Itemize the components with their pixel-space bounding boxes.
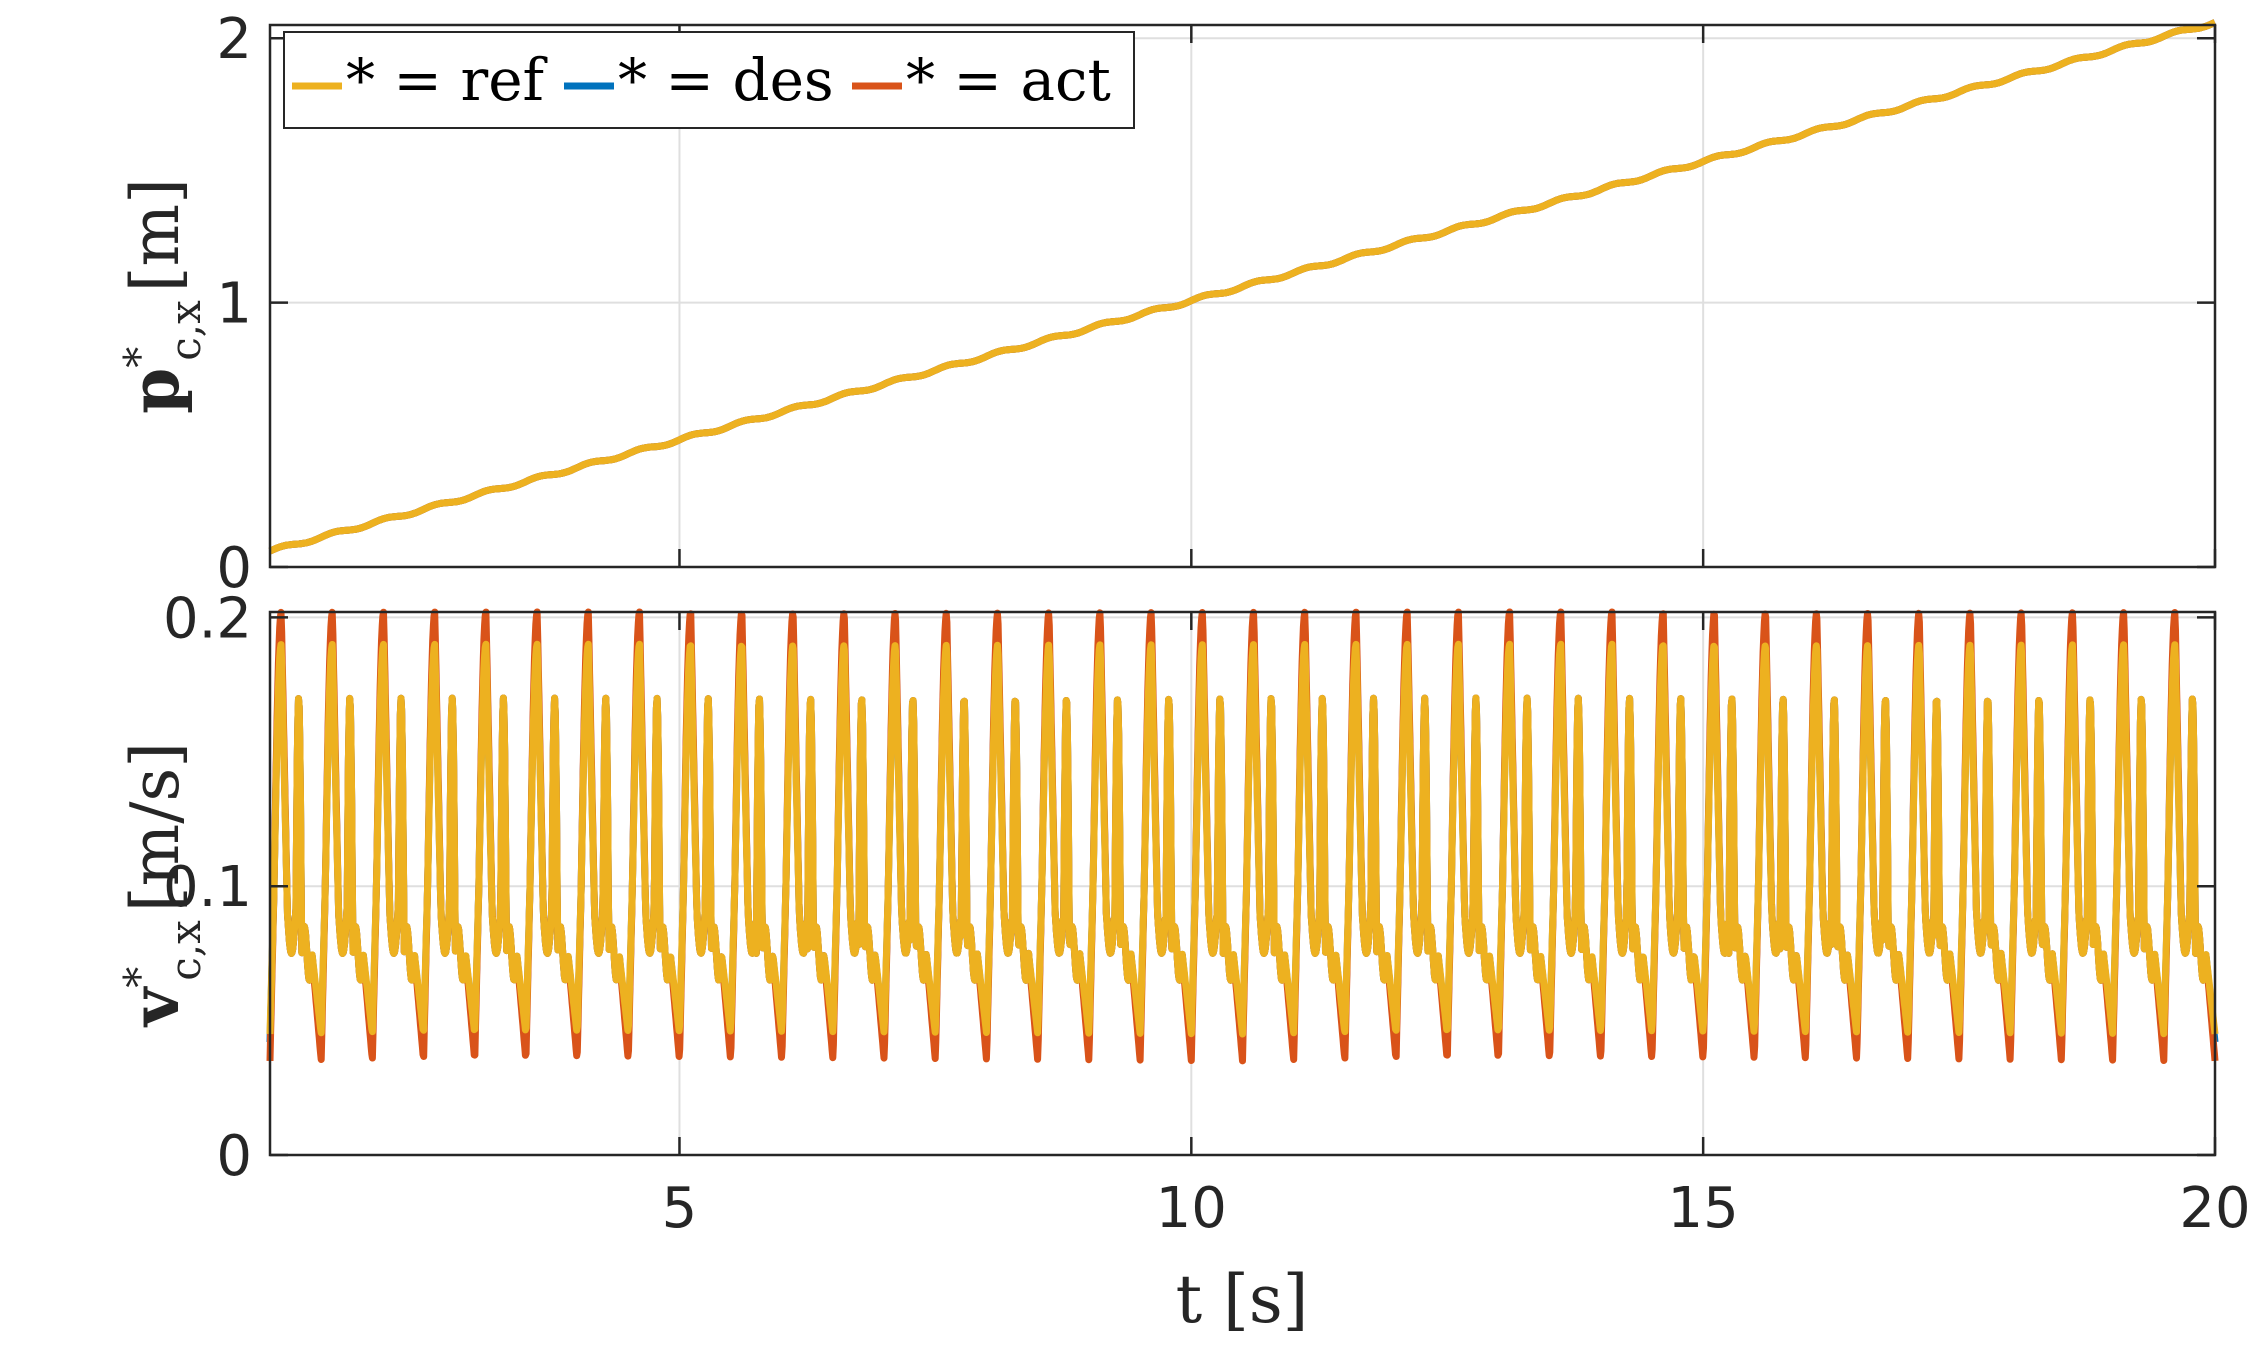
bottom-series — [266, 608, 2219, 1065]
bottom-ylabel: v*c,x [m/s] — [115, 742, 210, 1028]
top-y-tick-label: 1 — [216, 272, 252, 337]
top-y-tick-label: 2 — [216, 7, 252, 72]
legend-item-ref: * = ref — [292, 46, 548, 114]
svg-text:p*c,x[m]: p*c,x [m] — [115, 178, 210, 414]
bottom-ylabel-sup: * — [115, 967, 164, 988]
top-y-tick-label: 0 — [216, 536, 252, 601]
bottom-xlabel: t [s] — [1176, 1261, 1309, 1338]
top-series — [268, 19, 2217, 555]
bottom-ylabel-unit: [m/s] — [117, 742, 194, 912]
top-series-line-ref — [268, 19, 2217, 555]
top-ylabel-sub: c,x — [161, 300, 210, 361]
top-ylabel-main: p — [116, 368, 194, 414]
legend-box — [283, 31, 1135, 129]
x-tick-label: 10 — [1156, 1176, 1227, 1241]
x-tick-label: 20 — [2179, 1176, 2250, 1241]
legend: * = ref * = des * = act — [283, 31, 1135, 129]
bottom-axes-box — [268, 610, 2217, 1157]
top-ylabel-sup: * — [115, 347, 164, 368]
top-axes: 0 1 2 p*c,x [m] * = ref * = des * = act — [115, 7, 2217, 601]
bottom-ylabel-sub: c,x — [161, 920, 210, 981]
bottom-ticks: 5 10 15 20 0 0.1 0.2 — [163, 586, 2251, 1241]
legend-label-act: * = act — [906, 46, 1111, 114]
legend-label-des: * = des — [618, 46, 834, 114]
svg-text:v*c,x[m/s]: v*c,x [m/s] — [115, 742, 210, 1028]
bottom-y-tick-label: 0 — [216, 1124, 252, 1189]
legend-item-act: * = act — [852, 46, 1111, 114]
top-ylabel-unit: [m] — [117, 178, 194, 292]
bottom-series-line-ref — [266, 640, 2219, 1038]
bottom-y-tick-label: 0.1 — [163, 855, 252, 920]
bottom-axes: 5 10 15 20 0 0.1 0.2 v*c,x [m/s] t [s] — [115, 586, 2251, 1338]
x-tick-label: 15 — [1668, 1176, 1739, 1241]
x-tick-label: 5 — [662, 1176, 698, 1241]
legend-label-ref: * = ref — [346, 46, 548, 114]
top-ylabel: p*c,x [m] — [115, 178, 210, 414]
top-axes-box — [268, 23, 2217, 569]
top-ticks: 0 1 2 — [216, 7, 2217, 601]
bottom-ylabel-main: v — [116, 986, 194, 1028]
bottom-y-tick-label: 0.2 — [163, 586, 252, 651]
legend-item-des: * = des — [564, 46, 834, 114]
